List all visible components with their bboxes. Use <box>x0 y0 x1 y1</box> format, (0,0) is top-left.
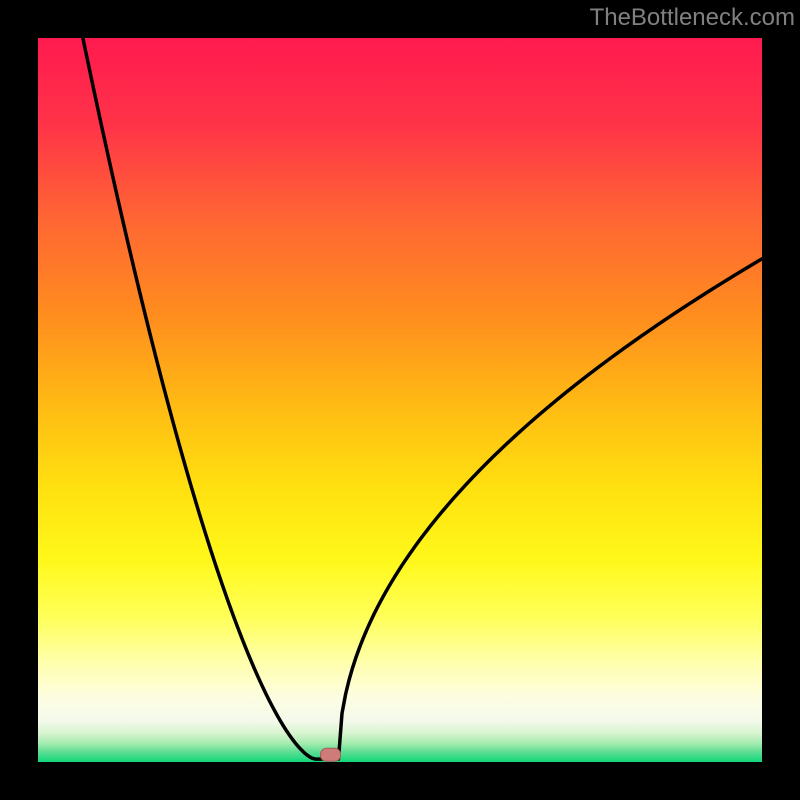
watermark-text: TheBottleneck.com <box>590 4 795 32</box>
plot-svg <box>38 38 762 762</box>
plot-area <box>38 38 762 762</box>
minimum-marker <box>321 748 341 761</box>
gradient-background <box>38 38 762 762</box>
